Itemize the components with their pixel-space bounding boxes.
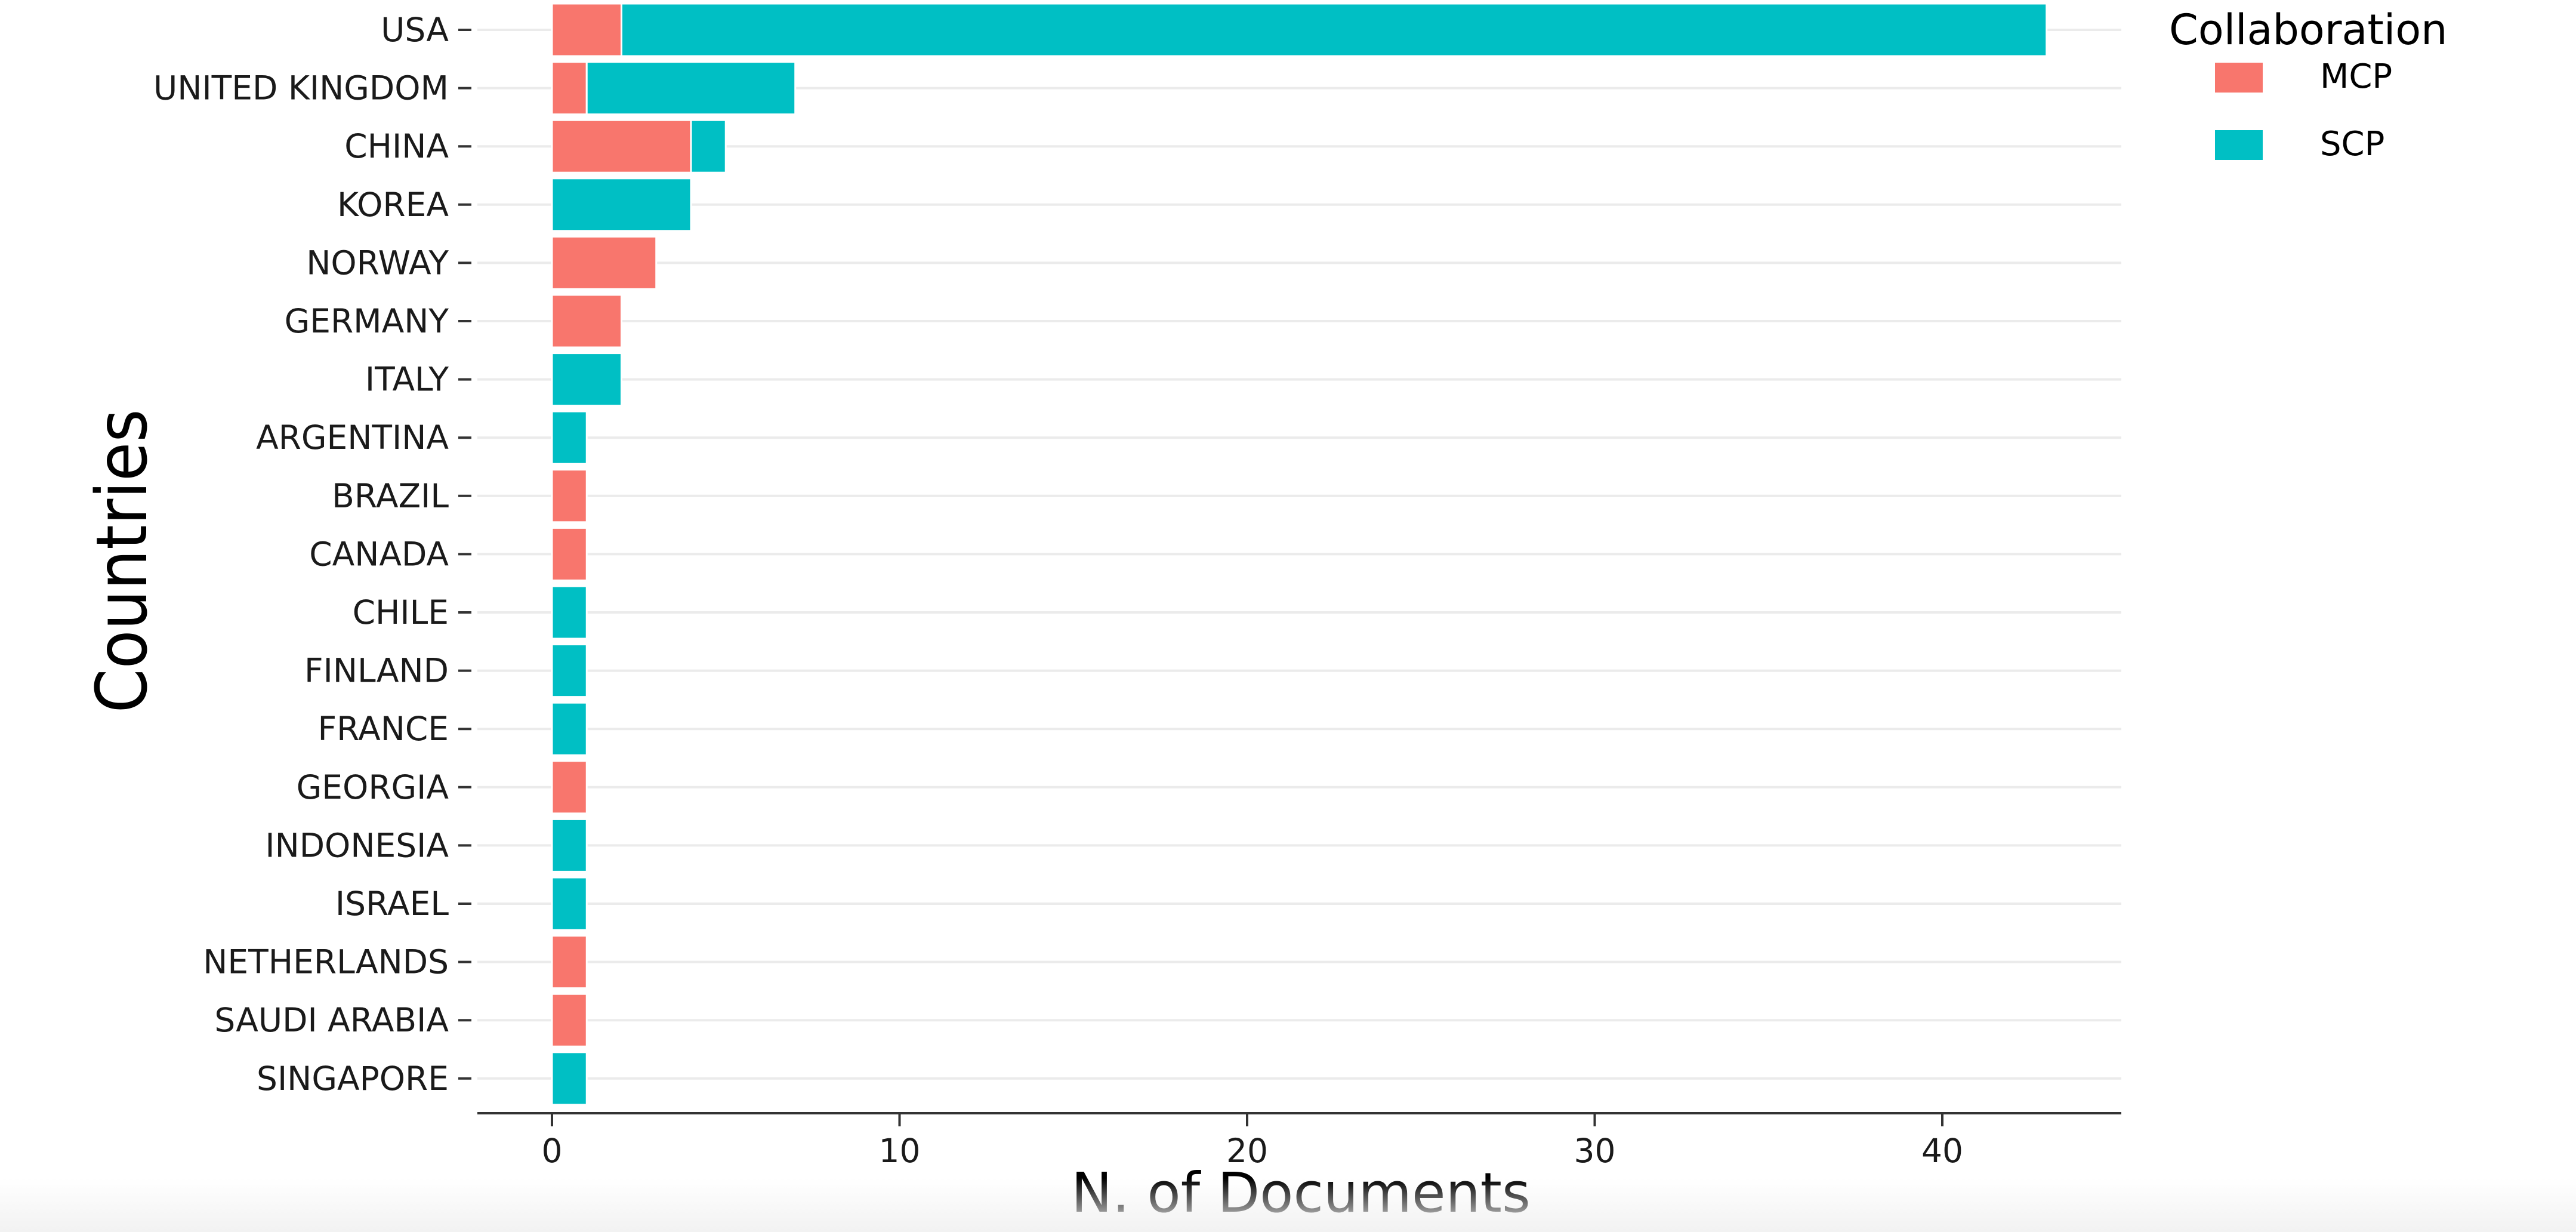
y-tick-label: CANADA <box>309 535 449 573</box>
legend-label-mcp: MCP <box>2320 57 2392 96</box>
x-tick-label: 30 <box>1574 1132 1616 1170</box>
bar-mcp-usa <box>551 2 622 57</box>
bar-mcp-georgia <box>551 760 588 815</box>
bar-mcp-netherlands <box>551 935 588 990</box>
bar-mcp-brazil <box>551 469 588 523</box>
bar-scp-finland <box>551 643 588 698</box>
legend-title: Collaboration <box>2169 5 2448 54</box>
bar-mcp-saudi-arabia <box>551 993 588 1048</box>
bar-scp-united-kingdom <box>585 61 797 116</box>
y-tick-label: CHILE <box>353 593 449 632</box>
y-tick-label: NORWAY <box>306 244 449 282</box>
bar-mcp-china <box>551 119 692 174</box>
y-tick-label: GEORGIA <box>297 768 449 806</box>
y-tick-label: INDONESIA <box>265 826 449 864</box>
legend: Collaboration MCP SCP <box>2169 5 2448 164</box>
bar-scp-singapore <box>551 1051 588 1106</box>
y-tick-label: BRAZIL <box>332 477 449 515</box>
y-tick-label: CHINA <box>344 127 449 165</box>
y-tick-label: GERMANY <box>285 302 449 340</box>
gridlines <box>477 29 2121 1080</box>
bar-scp-korea <box>551 177 692 232</box>
y-tick-label: ITALY <box>365 361 449 399</box>
y-tick-label: NETHERLANDS <box>203 943 449 981</box>
bar-scp-italy <box>551 352 622 407</box>
bar-mcp-united-kingdom <box>551 61 588 116</box>
bar-scp-china <box>690 119 727 174</box>
bottom-fade <box>0 1178 2576 1232</box>
bar-mcp-germany <box>551 294 622 349</box>
y-tick-label: ISRAEL <box>335 885 449 923</box>
y-tick-label: SINGAPORE <box>257 1059 449 1098</box>
x-tick-label: 40 <box>1921 1132 1963 1170</box>
y-axis: USA UNITED KINGDOM CHINA KOREA NORWAY GERMANY… <box>153 11 471 1098</box>
bar-scp-france <box>551 701 588 756</box>
bar-scp-israel <box>551 876 588 931</box>
y-axis-title: Countries <box>81 409 163 713</box>
bars <box>551 2 2048 1106</box>
y-tick-label: SAUDI ARABIA <box>214 1001 449 1039</box>
legend-swatch-scp <box>2215 130 2263 160</box>
bar-mcp-canada <box>551 526 588 581</box>
bar-scp-indonesia <box>551 818 588 873</box>
bar-scp-usa <box>621 2 2048 57</box>
x-tick-label: 10 <box>879 1132 921 1170</box>
x-tick-label: 0 <box>542 1132 563 1170</box>
legend-items: MCP SCP <box>2215 57 2392 164</box>
x-axis: 0 10 20 30 40 <box>477 1112 2121 1170</box>
y-tick-label: FINLAND <box>304 652 449 690</box>
x-tick-label: 20 <box>1226 1132 1268 1170</box>
bar-mcp-norway <box>551 235 658 290</box>
bar-scp-argentina <box>551 410 588 465</box>
y-tick-label: UNITED KINGDOM <box>153 69 449 107</box>
bar-scp-chile <box>551 585 588 640</box>
y-tick-label: KOREA <box>337 186 449 224</box>
y-tick-label: FRANCE <box>317 710 449 748</box>
y-tick-label: USA <box>381 11 449 49</box>
legend-swatch-mcp <box>2215 63 2263 93</box>
y-tick-label: ARGENTINA <box>256 418 449 457</box>
legend-label-scp: SCP <box>2320 125 2384 164</box>
